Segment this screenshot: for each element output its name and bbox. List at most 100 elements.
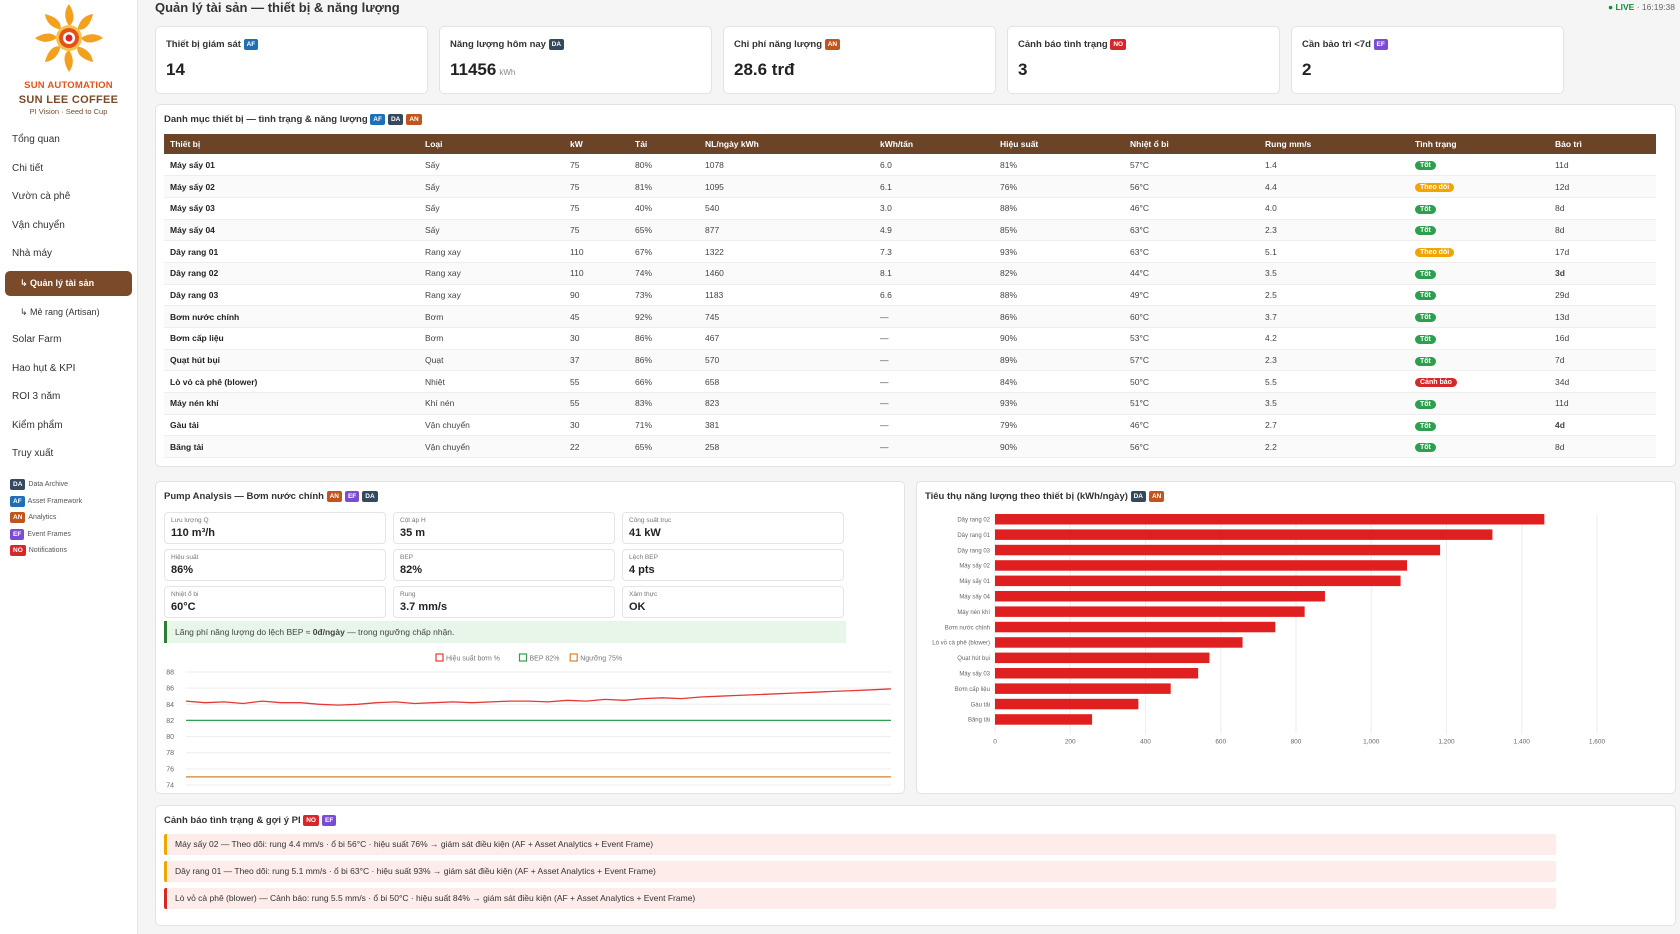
table-cell: 30 <box>564 414 629 437</box>
column-header[interactable]: Thiết bị <box>164 134 419 154</box>
table-cell: Nhiệt <box>419 370 564 394</box>
nav-item-3[interactable]: Vận chuyển <box>12 219 65 231</box>
badge-da: DA <box>10 479 26 491</box>
bar[interactable] <box>995 606 1305 617</box>
sun-logo <box>34 4 103 72</box>
bar[interactable] <box>995 591 1325 602</box>
table-cell: Theo dõi <box>1409 240 1549 263</box>
status-badge: Tốt <box>1415 204 1436 214</box>
table-cell: 258 <box>699 435 874 459</box>
nav-item-11[interactable]: Truy xuất <box>12 448 54 459</box>
table-cell: Dây rang 01 <box>164 240 419 263</box>
table-row[interactable]: Dây rang 01 Rang xay 110 67% 1322 7.3 93% 63°C 5… <box>164 240 1656 263</box>
bar[interactable] <box>995 714 1093 725</box>
nav-item-8[interactable]: Hao hụt & KPI <box>12 362 76 374</box>
legend-item[interactable]: BEP 82% <box>518 653 560 663</box>
x-tick-label: 1,400 <box>1514 739 1531 746</box>
table-cell: 82% <box>994 262 1124 285</box>
bar[interactable] <box>995 698 1139 710</box>
column-header[interactable]: kWh/tấn <box>874 134 994 154</box>
alerts-title: Cảnh báo tình trạng & gợi ý PI NO EF <box>164 815 339 826</box>
legend-label: Notifications <box>28 547 67 555</box>
column-header[interactable]: kW <box>564 134 629 154</box>
device-table-card: Danh mục thiết bị — tình trạng & năng lư… <box>155 104 1676 467</box>
nav-item-1[interactable]: Chi tiết <box>12 162 44 174</box>
table-cell: 30 <box>564 327 629 350</box>
badge-ef: EF <box>1373 39 1388 50</box>
legend-item[interactable]: Ngưỡng 75% <box>569 653 622 663</box>
status-badge: Tốt <box>1415 269 1436 279</box>
bar[interactable] <box>995 560 1407 571</box>
kpi-value: 11456 kWh <box>450 60 515 80</box>
sidebar: SUN AUTOMATION SUN LEE COFFEE PI Vision … <box>0 0 138 934</box>
table-row[interactable]: Dây rang 03 Rang xay 90 73% 1183 6.6 88% 49°C 2.… <box>164 284 1656 307</box>
bar[interactable] <box>995 621 1276 633</box>
column-header[interactable]: Tình trạng <box>1409 134 1549 154</box>
table-row[interactable]: Dây rang 02 Rang xay 110 74% 1460 8.1 82% 44°C 3… <box>164 262 1656 285</box>
column-header[interactable]: Tải <box>629 134 699 154</box>
category-label: Quạt hút bụi <box>957 656 990 662</box>
pump-title-text: Pump Analysis — Bơm nước chính <box>164 491 324 503</box>
metric-value: 82% <box>400 564 423 576</box>
bar[interactable] <box>995 668 1199 679</box>
column-header[interactable]: Bảo trì <box>1549 134 1656 154</box>
nav-item-5[interactable]: ↳ Quản lý tài sản <box>5 270 132 296</box>
legend-label: BEP 82% <box>530 656 560 663</box>
table-cell: 90 <box>564 284 629 307</box>
table-cell: Bơm <box>419 305 564 328</box>
nav-item-2[interactable]: Vườn cà phê <box>12 191 71 202</box>
y-tick-label: 82 <box>166 718 174 725</box>
table-row[interactable]: Máy sấy 02 Sấy 75 81% 1095 6.1 76% 56°C 4.4 Theo … <box>164 175 1656 198</box>
nav-item-0[interactable]: Tổng quan <box>12 134 60 145</box>
table-row[interactable]: Gàu tải Vận chuyển 30 71% 381—79% 46°C 2.7 Tốt 4… <box>164 414 1656 437</box>
column-header[interactable]: Nhiệt ổ bi <box>1124 134 1259 154</box>
bar[interactable] <box>995 514 1545 525</box>
bar[interactable] <box>995 652 1210 664</box>
column-header[interactable]: Rung mm/s <box>1259 134 1409 154</box>
clock: 16:19:38 <box>1641 2 1675 12</box>
table-cell: 44°C <box>1124 262 1259 285</box>
table-row[interactable]: Máy sấy 01 Sấy 75 80% 1078 6.0 81% 57°C 1.4 Tốt 11… <box>164 154 1656 177</box>
bar[interactable] <box>995 637 1243 648</box>
table-row[interactable]: Máy sấy 03 Sấy 75 40% 540 3.0 88% 46°C 4.0 Tốt 8d <box>164 197 1656 220</box>
table-row[interactable]: Quạt hút bụi Quạt 37 86% 570—89% 57°C 2.3 Tốt 7d <box>164 349 1656 372</box>
column-header[interactable]: Loại <box>419 134 564 154</box>
column-header[interactable]: NL/ngày kWh <box>699 134 874 154</box>
table-cell: 467 <box>699 327 874 350</box>
category-label: Máy sấy 04 <box>959 594 990 600</box>
table-cell: 55 <box>564 370 629 394</box>
table-cell: 1095 <box>699 175 874 198</box>
table-cell: 1460 <box>699 262 874 285</box>
table-cell: Bơm nước chính <box>164 305 419 328</box>
bar[interactable] <box>995 683 1171 694</box>
legend-item: AN Analytics <box>10 510 137 527</box>
nav-item-7[interactable]: Solar Farm <box>12 334 62 345</box>
table-cell: Vận chuyển <box>419 435 564 459</box>
alert-item[interactable]: Máy sấy 02 — Theo dõi: rung 4.4 mm/s · ổ… <box>164 834 1556 855</box>
table-row[interactable]: Bơm cấp liệu Bơm 30 86% 467—90% 53°C 4.2 Tốt 16d <box>164 327 1656 350</box>
kpi-value: 14 <box>166 60 185 80</box>
table-row[interactable]: Băng tải Vận chuyển 22 65% 258—90% 56°C 2.2 Tốt… <box>164 435 1656 459</box>
nav-item-4[interactable]: Nhà máy <box>12 248 53 259</box>
nav-item-9[interactable]: ROI 3 năm <box>12 391 61 402</box>
table-row[interactable]: Lò vỏ cà phê (blower) Nhiệt 55 66% 658—84% 50… <box>164 370 1656 394</box>
bar[interactable] <box>995 575 1401 587</box>
kpi-label-text: Năng lượng hôm nay <box>450 39 546 51</box>
alert-item[interactable]: Dây rang 01 — Theo dõi: rung 5.1 mm/s · … <box>164 861 1556 882</box>
table-cell: Dây rang 02 <box>164 262 419 285</box>
pump-metric: Rung 3.7 mm/s <box>393 586 615 618</box>
bar[interactable] <box>995 544 1441 556</box>
table-row[interactable]: Bơm nước chính Bơm 45 92% 745—86% 60°C 3.7 Tốt 1… <box>164 305 1656 328</box>
table-row[interactable]: Máy sấy 04 Sấy 75 65% 877 4.9 85% 63°C 2.3 Tốt 8d <box>164 219 1656 242</box>
table-row[interactable]: Máy nén khí Khí nén 55 83% 823—93% 51°C 3.5 Tốt… <box>164 392 1656 415</box>
alert-item[interactable]: Lò vỏ cà phê (blower) — Cảnh báo: rung 5… <box>164 888 1556 909</box>
status-badge: Tốt <box>1415 399 1436 409</box>
table-cell: 22 <box>564 435 629 459</box>
nav-item-10[interactable]: Kiểm phẩm <box>12 419 63 431</box>
column-header[interactable]: Hiệu suất <box>994 134 1124 154</box>
legend-item[interactable]: Hiệu suất bơm % <box>435 653 500 663</box>
nav-item-6[interactable]: ↳ Mẻ rang (Artisan) <box>20 306 100 317</box>
bar[interactable] <box>995 529 1493 540</box>
table-cell: 16d <box>1549 327 1656 350</box>
pump-efficiency-chart: Hiệu suất bơm % BEP 82% Ngưỡng 75% 74 76 78 80… <box>166 653 892 790</box>
